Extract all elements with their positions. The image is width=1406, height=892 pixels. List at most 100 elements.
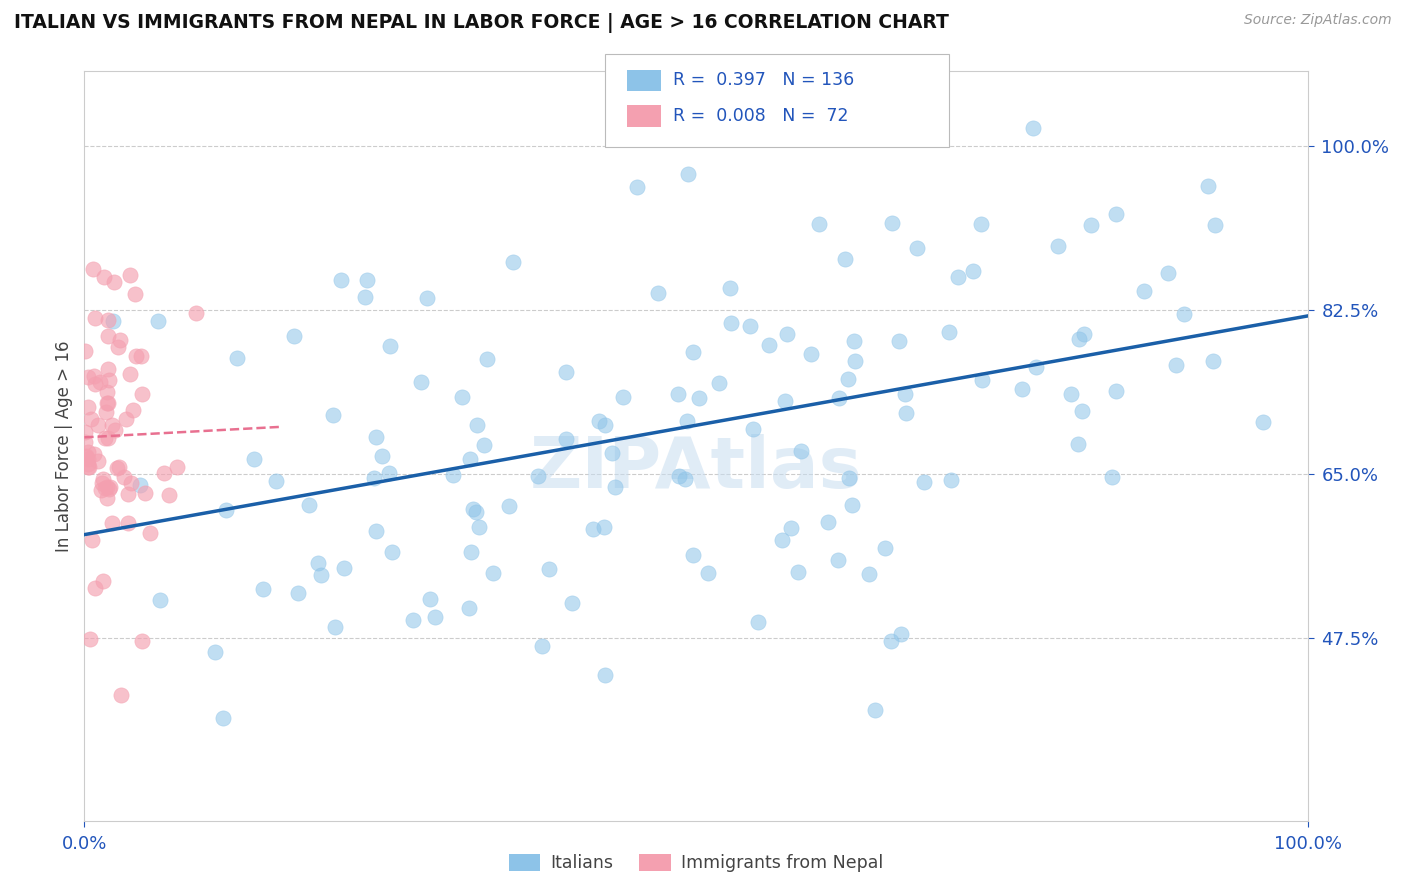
- Point: [593, 668, 616, 682]
- Point: [97, 313, 120, 327]
- Point: [425, 610, 447, 624]
- Point: [1204, 219, 1226, 233]
- Point: [402, 613, 425, 627]
- Point: [905, 241, 928, 255]
- Point: [458, 601, 481, 615]
- Point: [828, 391, 851, 405]
- Point: [603, 480, 626, 494]
- Point: [120, 268, 142, 283]
- Point: [742, 422, 765, 436]
- Point: [1070, 403, 1092, 417]
- Point: [77, 445, 100, 459]
- Point: [972, 373, 994, 387]
- Point: [89, 376, 111, 390]
- Point: [298, 499, 321, 513]
- Point: [330, 273, 353, 287]
- Point: [138, 525, 160, 540]
- Point: [94, 481, 117, 495]
- Text: R =  0.397   N = 136: R = 0.397 N = 136: [673, 71, 855, 89]
- Point: [131, 633, 153, 648]
- Point: [77, 401, 100, 415]
- Point: [283, 329, 305, 343]
- Point: [1073, 327, 1095, 342]
- Point: [380, 545, 402, 559]
- Point: [186, 306, 208, 320]
- Point: [697, 566, 720, 580]
- Point: [96, 384, 118, 399]
- Point: [364, 430, 387, 444]
- Point: [322, 408, 344, 422]
- Point: [73, 343, 96, 358]
- Point: [561, 596, 583, 610]
- Point: [98, 479, 121, 493]
- Point: [110, 333, 132, 347]
- Point: [110, 688, 132, 702]
- Point: [103, 275, 125, 289]
- Point: [1022, 120, 1045, 135]
- Point: [211, 711, 233, 725]
- Point: [243, 452, 266, 467]
- Point: [112, 470, 135, 484]
- Point: [941, 473, 963, 487]
- Point: [84, 582, 107, 596]
- Point: [675, 414, 697, 428]
- Text: ITALIAN VS IMMIGRANTS FROM NEPAL IN LABOR FORCE | AGE > 16 CORRELATION CHART: ITALIAN VS IMMIGRANTS FROM NEPAL IN LABO…: [14, 13, 949, 33]
- Point: [1157, 266, 1180, 280]
- Point: [101, 417, 124, 432]
- Point: [498, 499, 520, 513]
- Point: [76, 459, 98, 474]
- Point: [90, 483, 112, 497]
- Point: [1164, 358, 1187, 372]
- Point: [73, 425, 96, 439]
- Point: [117, 487, 139, 501]
- Point: [770, 533, 793, 548]
- Y-axis label: In Labor Force | Age > 16: In Labor Force | Age > 16: [55, 340, 73, 552]
- Point: [378, 467, 401, 481]
- Point: [97, 395, 120, 409]
- Point: [776, 327, 799, 342]
- Point: [287, 586, 309, 600]
- Point: [96, 480, 118, 494]
- Point: [363, 470, 385, 484]
- Point: [773, 393, 796, 408]
- Point: [75, 449, 97, 463]
- Point: [592, 520, 614, 534]
- Point: [149, 593, 172, 607]
- Point: [946, 269, 969, 284]
- Point: [125, 349, 148, 363]
- Point: [105, 461, 128, 475]
- Point: [460, 544, 482, 558]
- Point: [718, 281, 741, 295]
- Point: [416, 291, 439, 305]
- Point: [80, 412, 103, 426]
- Point: [1025, 360, 1047, 375]
- Point: [668, 469, 690, 483]
- Point: [894, 406, 917, 420]
- Point: [799, 347, 821, 361]
- Point: [103, 423, 125, 437]
- Point: [688, 391, 710, 405]
- Point: [1101, 470, 1123, 484]
- Point: [873, 541, 896, 555]
- Point: [371, 449, 394, 463]
- Point: [531, 639, 554, 653]
- Point: [441, 467, 464, 482]
- Point: [970, 217, 993, 231]
- Point: [758, 338, 780, 352]
- Point: [204, 645, 226, 659]
- Point: [647, 286, 669, 301]
- Point: [834, 252, 856, 267]
- Point: [588, 414, 610, 428]
- Legend: Italians, Immigrants from Nepal: Italians, Immigrants from Nepal: [502, 847, 890, 880]
- Point: [114, 411, 136, 425]
- Point: [73, 434, 96, 449]
- Point: [84, 310, 107, 325]
- Point: [1133, 284, 1156, 298]
- Point: [75, 450, 97, 464]
- Point: [465, 417, 488, 432]
- Point: [472, 437, 495, 451]
- Point: [94, 431, 117, 445]
- Point: [97, 362, 120, 376]
- Point: [134, 486, 156, 500]
- Point: [600, 446, 623, 460]
